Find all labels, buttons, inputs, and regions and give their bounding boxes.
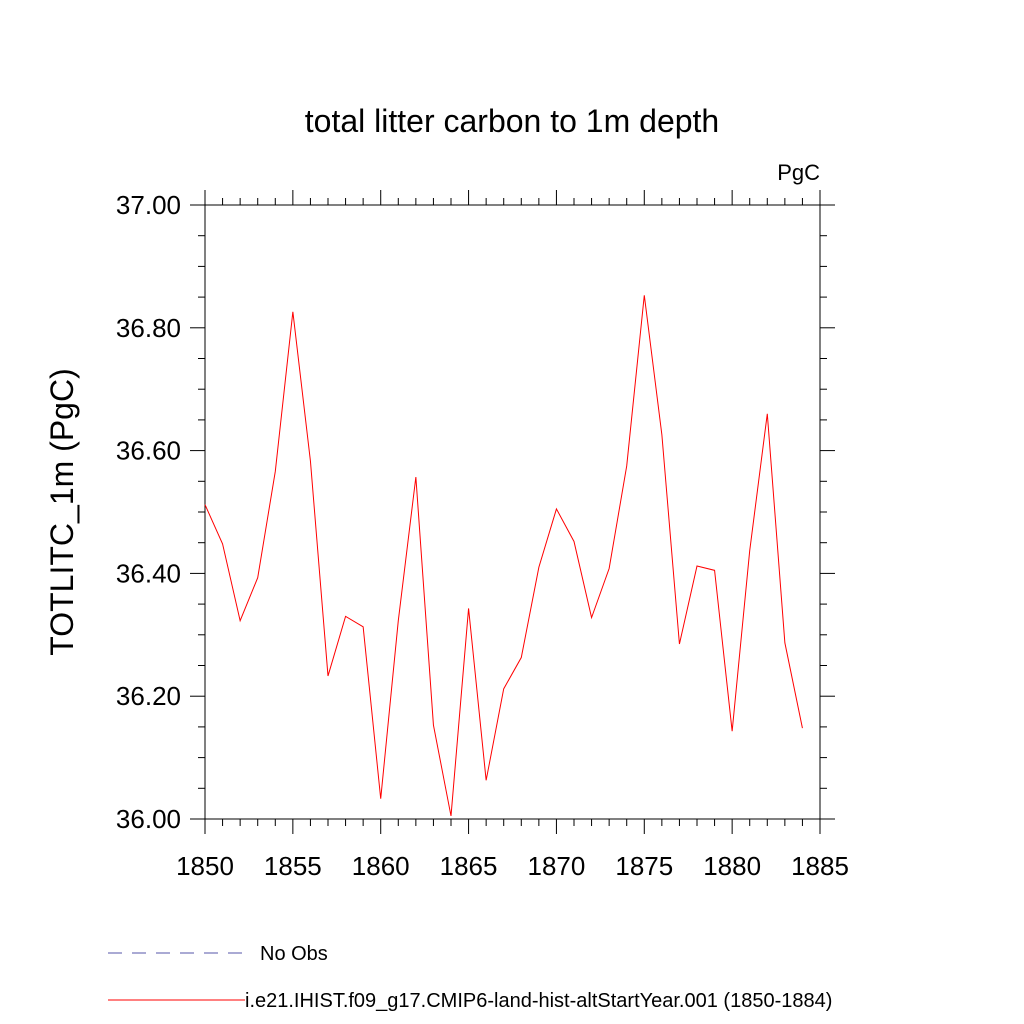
x-tick-label: 1875 xyxy=(615,851,673,881)
x-tick-label: 1880 xyxy=(703,851,761,881)
y-tick-label: 36.60 xyxy=(116,436,181,466)
legend: No Obs i.e21.IHIST.f09_g17.CMIP6-land-hi… xyxy=(108,943,832,1012)
series-layer xyxy=(204,295,803,817)
plot-frame xyxy=(204,204,821,820)
legend-label-no-obs: No Obs xyxy=(260,943,328,965)
minor-ticks xyxy=(198,198,827,826)
y-axis-label: TOTLITC_1m (PgC) xyxy=(44,368,80,655)
x-tick-label: 1855 xyxy=(264,851,322,881)
y-tick-label: 36.00 xyxy=(116,804,181,834)
units-label: PgC xyxy=(777,160,820,185)
series-line-1 xyxy=(204,295,803,817)
legend-label-model: i.e21.IHIST.f09_g17.CMIP6-land-hist-altS… xyxy=(245,990,832,1012)
x-tick-label: 1860 xyxy=(352,851,410,881)
y-tick-label: 36.80 xyxy=(116,313,181,343)
major-ticks xyxy=(190,190,835,834)
x-tick-label: 1850 xyxy=(176,851,234,881)
y-tick-label: 36.20 xyxy=(116,681,181,711)
y-tick-labels: 36.00 36.20 36.40 36.60 36.80 37.00 xyxy=(116,190,181,834)
x-tick-label: 1885 xyxy=(791,851,849,881)
x-tick-label: 1870 xyxy=(528,851,586,881)
chart-title: total litter carbon to 1m depth xyxy=(305,103,719,139)
x-tick-label: 1865 xyxy=(440,851,498,881)
x-tick-labels: 1850 1855 1860 1865 1870 1875 1880 1885 xyxy=(176,851,849,881)
y-tick-label: 37.00 xyxy=(116,190,181,220)
y-tick-label: 36.40 xyxy=(116,558,181,588)
